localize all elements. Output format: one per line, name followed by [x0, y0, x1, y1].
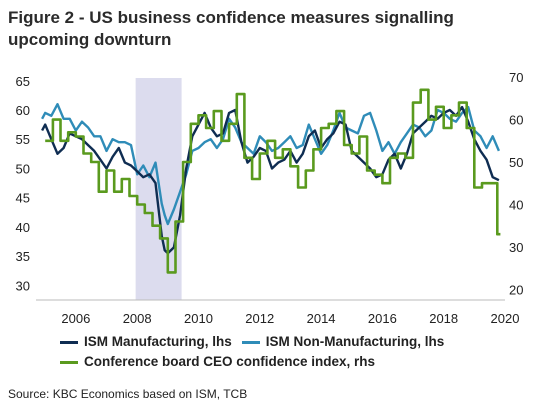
- y-tick-right-30: 30: [509, 240, 523, 255]
- x-tick-2010: 2010: [184, 311, 213, 326]
- legend-swatch-ceo-confidence: [60, 360, 78, 364]
- y-tick-left-40: 40: [16, 220, 30, 235]
- y-tick-left-30: 30: [16, 278, 30, 293]
- x-tick-2014: 2014: [307, 311, 336, 326]
- legend-item-ceo-confidence: Conference board CEO confidence index, r…: [60, 352, 375, 372]
- source-note: Source: KBC Economics based on ISM, TCB: [8, 387, 248, 401]
- y-tick-right-70: 70: [509, 70, 523, 85]
- x-tick-2006: 2006: [61, 311, 90, 326]
- y-tick-left-65: 65: [16, 74, 30, 89]
- y-axis-left-labels: 65 60 55 50 45 40 35 30: [16, 74, 30, 294]
- y-tick-left-55: 55: [16, 132, 30, 147]
- legend-label-ceo-confidence: Conference board CEO confidence index, r…: [84, 354, 376, 369]
- y-tick-left-60: 60: [16, 103, 30, 118]
- y-tick-right-20: 20: [509, 282, 523, 297]
- series-line-ism-manufacturing: [41, 105, 500, 255]
- chart-legend: ISM Manufacturing, lhs ISM Non-Manufactu…: [60, 332, 454, 372]
- x-tick-2016: 2016: [368, 311, 397, 326]
- x-tick-2008: 2008: [123, 311, 152, 326]
- legend-label-ism-non-manufacturing: ISM Non-Manufacturing, lhs: [265, 334, 445, 349]
- y-tick-left-45: 45: [16, 191, 30, 206]
- legend-swatch-ism-manufacturing: [60, 340, 78, 344]
- y-tick-right-40: 40: [509, 197, 523, 212]
- y-tick-right-60: 60: [509, 113, 523, 128]
- x-tick-2012: 2012: [245, 311, 274, 326]
- series-line-ism-non-manufacturing: [41, 103, 501, 226]
- legend-label-ism-manufacturing: ISM Manufacturing, lhs: [84, 334, 232, 349]
- series-line-ceo-confidence: [45, 88, 501, 274]
- chart-title: Figure 2 - US business confidence measur…: [8, 8, 454, 49]
- legend-item-ism-manufacturing: ISM Manufacturing, lhs: [60, 332, 232, 352]
- legend-swatch-ism-non-manufacturing: [241, 340, 260, 344]
- legend-item-ism-non-manufacturing: ISM Non-Manufacturing, lhs: [241, 332, 445, 352]
- y-tick-left-50: 50: [16, 161, 30, 176]
- series-layer: [41, 88, 501, 274]
- x-tick-2018: 2018: [429, 311, 458, 326]
- x-tick-2020: 2020: [491, 311, 520, 326]
- x-axis-labels: 2006 2008 2010 2012 2014 2016 2018 2020: [61, 311, 519, 326]
- y-axis-right-labels: 70 60 50 40 30 20: [509, 70, 523, 297]
- y-tick-right-50: 50: [509, 155, 523, 170]
- y-tick-left-35: 35: [16, 249, 30, 264]
